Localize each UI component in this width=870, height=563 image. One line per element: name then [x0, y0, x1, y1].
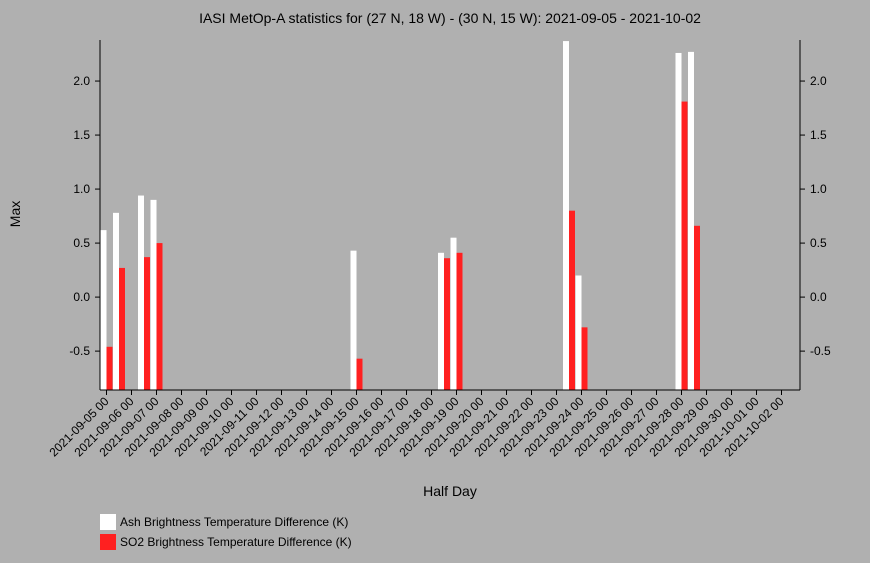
ash-bar-1 [113, 212, 119, 390]
y-tick-label-left-4: 1.5 [73, 128, 90, 142]
legend-swatch-ash [100, 514, 116, 530]
y-tick-label-right-2: 0.5 [810, 236, 827, 250]
y-tick-label-right-4: 1.5 [810, 128, 827, 142]
ash-bar-8 [575, 275, 582, 390]
ash-bar-4 [350, 250, 357, 390]
so2-bar-3 [156, 243, 163, 390]
chart-title: IASI MetOp-A statistics for (27 N, 18 W)… [199, 10, 701, 26]
y-tick-label-left-2: 0.5 [73, 236, 90, 250]
ash-bar-10 [688, 51, 694, 390]
legend-label-so2: SO2 Brightness Temperature Difference (K… [120, 535, 352, 549]
y-tick-label-left-1: 0.0 [73, 290, 90, 304]
legend-label-ash: Ash Brightness Temperature Difference (K… [120, 515, 349, 529]
so2-bar-9 [681, 101, 688, 391]
bars-group [100, 41, 700, 391]
so2-bar-4 [356, 358, 363, 390]
legend-item-so2: SO2 Brightness Temperature Difference (K… [100, 532, 352, 552]
y-tick-label-left-0: -0.5 [69, 344, 90, 358]
y-tick-label-right-1: 0.0 [810, 290, 827, 304]
y-tick-label-right-5: 2.0 [810, 74, 827, 88]
axes-group: -0.5 -0.50.0 0.00.5 0.51.0 1.01.5 1.52.0 2.020… [47, 40, 831, 459]
ash-bar-0 [100, 230, 107, 390]
legend-swatch-so2 [100, 534, 116, 550]
ash-bar-6 [450, 237, 457, 390]
ash-bar-7 [563, 41, 569, 390]
legend-item-ash: Ash Brightness Temperature Difference (K… [100, 512, 352, 532]
so2-bar-5 [444, 258, 450, 390]
ash-bar-2 [138, 195, 144, 390]
y-axis-label: Max [7, 201, 23, 227]
y-tick-label-right-3: 1.0 [810, 182, 827, 196]
y-tick-label-left-3: 1.0 [73, 182, 90, 196]
so2-bar-10 [694, 225, 700, 390]
x-axis-label: Half Day [423, 483, 477, 499]
so2-bar-6 [456, 252, 463, 390]
so2-bar-2 [144, 257, 150, 390]
so2-bar-0 [106, 346, 113, 390]
y-tick-label-right-0: -0.5 [810, 344, 831, 358]
so2-bar-8 [581, 327, 588, 390]
so2-bar-7 [569, 210, 575, 390]
ash-bar-3 [150, 199, 157, 390]
ash-bar-9 [675, 52, 682, 391]
so2-bar-1 [119, 267, 125, 390]
y-tick-label-left-5: 2.0 [73, 74, 90, 88]
legend: Ash Brightness Temperature Difference (K… [100, 512, 352, 552]
ash-bar-5 [438, 252, 444, 390]
